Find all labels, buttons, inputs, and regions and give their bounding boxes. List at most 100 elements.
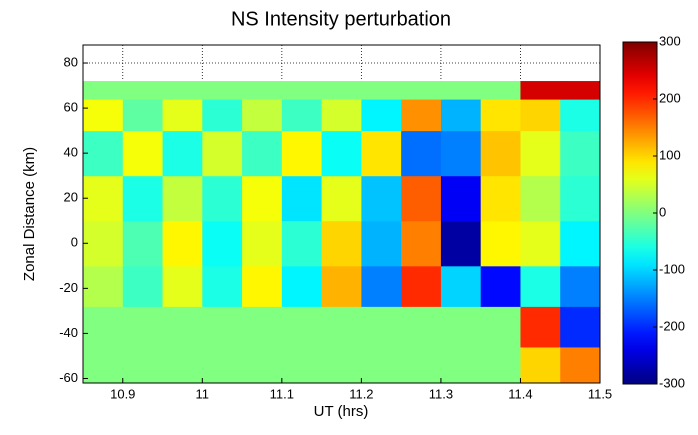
heatmap-cell (401, 306, 442, 348)
heatmap-cell (242, 99, 283, 132)
heatmap-cell (242, 130, 283, 177)
colorbar-tick-label: 300 (659, 33, 681, 48)
heatmap-cell (202, 130, 243, 177)
heatmap-cell (361, 265, 402, 307)
heatmap-cell (520, 99, 561, 132)
heatmap-cell (83, 81, 124, 100)
heatmap-cell (480, 346, 521, 384)
heatmap-cell (83, 306, 124, 348)
colorbar-tick-label: -100 (659, 261, 685, 276)
heatmap-cell (520, 346, 561, 384)
heatmap-cell (242, 175, 283, 222)
heatmap-cell (480, 220, 521, 267)
heatmap-cell (162, 99, 203, 132)
heatmap-cell (122, 306, 164, 348)
colorbar-tick-label: 200 (659, 90, 681, 105)
heatmap-cell (560, 220, 601, 267)
heatmap-cell (162, 346, 203, 384)
heatmap-cell (202, 81, 243, 100)
plot-frame (82, 44, 601, 384)
heatmap-cell (281, 220, 323, 267)
heatmap-cell (361, 99, 402, 132)
heatmap-cell (560, 130, 601, 177)
heatmap-cell (480, 81, 521, 100)
x-tick-label: 11.5 (588, 386, 612, 401)
plot-area (82, 44, 601, 384)
heatmap-cell (281, 81, 323, 100)
heatmap-cell (202, 220, 243, 267)
heatmap-cell (520, 130, 561, 177)
heatmap-cell (440, 306, 482, 348)
heatmap-cell (242, 306, 283, 348)
heatmap-cell (122, 220, 164, 267)
heatmap-cell (520, 81, 561, 100)
heatmap-cell (321, 99, 362, 132)
heatmap-cell (361, 346, 402, 384)
heatmap-cell (321, 265, 362, 307)
heatmap-cell (321, 130, 362, 177)
heatmap-cell (202, 265, 243, 307)
heatmap-cell (162, 130, 203, 177)
heatmap-cell (83, 265, 124, 307)
colorbar (622, 41, 658, 385)
y-tick-label: -60 (59, 370, 78, 385)
heatmap-cell (321, 346, 362, 384)
heatmap-cell (281, 175, 323, 222)
heatmap-cell (520, 220, 561, 267)
heatmap-cell (361, 175, 402, 222)
heatmap-cell (440, 99, 482, 132)
heatmap-cell (401, 220, 442, 267)
x-tick-label: 10.9 (110, 386, 135, 401)
heatmap-cell (480, 99, 521, 132)
heatmap-cell (480, 306, 521, 348)
heatmap-cell (560, 265, 601, 307)
heatmap-cell (122, 99, 164, 132)
heatmap-cell (162, 175, 203, 222)
heatmap-cell (242, 81, 283, 100)
heatmap-cell (83, 130, 124, 177)
heatmap-cell (321, 306, 362, 348)
heatmap-cell (83, 175, 124, 222)
heatmap-cell (122, 175, 164, 222)
heatmap-cell (162, 220, 203, 267)
y-tick-label: -40 (59, 325, 78, 340)
heatmap-cell (440, 81, 482, 100)
heatmap-cell (440, 220, 482, 267)
heatmap-cell (162, 306, 203, 348)
heatmap-cell (401, 175, 442, 222)
y-tick-label: -20 (59, 280, 78, 295)
heatmap-cell (321, 175, 362, 222)
heatmap-cell (401, 130, 442, 177)
heatmap-cell (401, 346, 442, 384)
heatmap-cell (401, 81, 442, 100)
heatmap-cell (361, 130, 402, 177)
heatmap-cell (202, 346, 243, 384)
heatmap-cell (122, 265, 164, 307)
y-tick-label: 40 (64, 145, 78, 160)
chart-title: NS Intensity perturbation (231, 8, 451, 30)
heatmap-cell (83, 220, 124, 267)
heatmap-cell (361, 81, 402, 100)
heatmap-cell (122, 346, 164, 384)
heatmap-cell (560, 81, 601, 100)
x-tick-label: 11.1 (270, 386, 294, 401)
heatmap-cell (480, 175, 521, 222)
heatmap-cell (560, 175, 601, 222)
heatmap-cell (281, 130, 323, 177)
heatmap-cell (321, 220, 362, 267)
heatmap-cell (361, 220, 402, 267)
heatmap-cell (321, 81, 362, 100)
heatmap-cell (520, 306, 561, 348)
heatmap-cell (202, 175, 243, 222)
colorbar-tick-label: -300 (659, 375, 685, 390)
heatmap-cell (560, 346, 601, 384)
heatmap-cell (401, 265, 442, 307)
y-tick-label: 60 (64, 100, 78, 115)
x-tick-label: 11.2 (349, 386, 373, 401)
x-tick-label: 11.3 (429, 386, 453, 401)
heatmap-cell (122, 130, 164, 177)
x-axis-label: UT (hrs) (314, 403, 369, 420)
heatmap-cell (122, 81, 164, 100)
colorbar-tick-label: -200 (659, 318, 685, 333)
